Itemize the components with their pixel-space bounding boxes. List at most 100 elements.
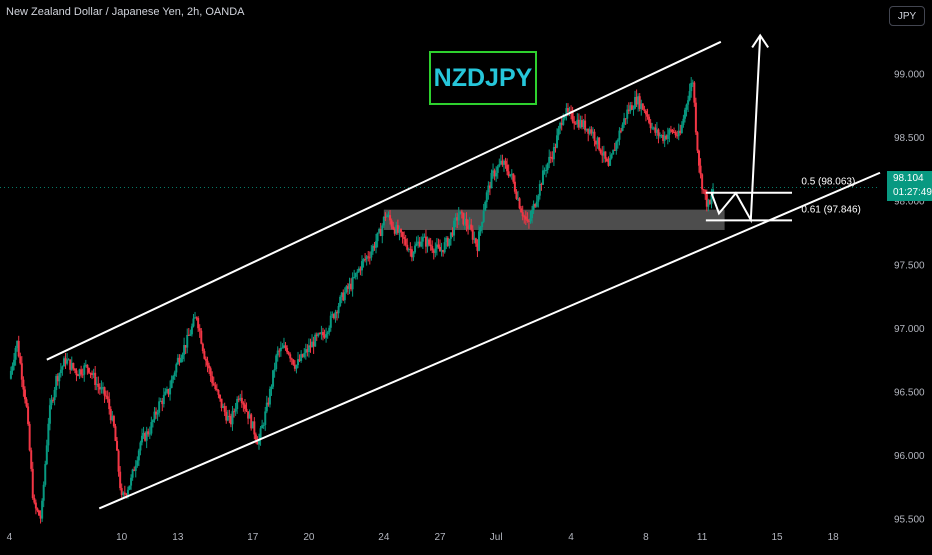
candle-body: [150, 422, 153, 434]
candle-body: [513, 181, 516, 192]
candle-body: [31, 468, 34, 499]
candle-body: [175, 364, 178, 373]
candle-body: [607, 161, 610, 166]
candle-body: [208, 365, 211, 369]
candle-body: [621, 124, 624, 131]
candle-body: [211, 375, 214, 384]
candle-body: [50, 399, 53, 406]
candle-body: [398, 229, 401, 233]
candle-body: [292, 359, 295, 365]
candle-body: [119, 471, 122, 489]
candle-body: [585, 128, 588, 131]
candle-body: [300, 354, 303, 361]
candle-body: [406, 244, 409, 250]
candle-body: [659, 135, 661, 137]
candle-body: [590, 129, 593, 134]
candle-body: [509, 174, 512, 177]
candle-body: [410, 249, 413, 258]
candle-body: [376, 232, 379, 242]
candle-body: [155, 411, 158, 415]
currency-button[interactable]: JPY: [889, 6, 925, 26]
candle-body: [652, 127, 655, 129]
candle-body: [387, 215, 390, 217]
candle-body: [375, 241, 378, 248]
candle-body: [194, 317, 197, 319]
candle-body: [178, 357, 181, 363]
candle-body: [297, 359, 300, 366]
candle-body: [704, 189, 707, 195]
candle-body: [217, 389, 220, 395]
candle-body: [506, 164, 509, 172]
candle-body: [114, 426, 117, 441]
candle-body: [456, 217, 459, 221]
candle-body: [61, 366, 64, 370]
candle-body: [226, 415, 229, 421]
candle-body: [66, 359, 69, 364]
candle-body: [219, 394, 221, 399]
candle-body: [624, 118, 627, 120]
candle-body: [172, 376, 175, 380]
candle-body: [580, 120, 583, 127]
candle-body: [162, 394, 165, 405]
candle-body: [696, 132, 699, 151]
candle-body: [307, 345, 310, 353]
candle-body: [676, 135, 679, 137]
candle-body: [370, 251, 373, 258]
candle-body: [498, 164, 501, 167]
candle-body: [253, 421, 256, 435]
candle-body: [275, 355, 278, 370]
candle-body: [67, 359, 70, 361]
candle-body: [112, 416, 115, 427]
candle-body: [462, 212, 465, 225]
candle-body: [334, 311, 337, 319]
candle-body: [439, 247, 441, 252]
candle-body: [192, 318, 195, 327]
candle-body: [549, 156, 552, 158]
candle-body: [646, 114, 649, 117]
candle-body: [78, 369, 81, 376]
candle-body: [312, 341, 315, 347]
candle-body: [576, 119, 579, 125]
candle-body: [77, 375, 80, 377]
candle-body: [634, 97, 637, 109]
candle-body: [281, 347, 284, 349]
candle-body: [279, 347, 282, 352]
candle-body: [340, 292, 343, 297]
candle-body: [362, 259, 365, 262]
candle-body: [183, 345, 186, 355]
candle-body: [17, 340, 20, 357]
candle-body: [176, 357, 179, 365]
candle-body: [412, 252, 415, 258]
candle-body: [289, 354, 292, 359]
candle-body: [83, 365, 86, 375]
candle-body: [599, 149, 602, 154]
candle-body: [225, 411, 228, 421]
candle-body: [637, 96, 640, 105]
candle-body: [144, 433, 147, 441]
candle-body: [552, 147, 555, 160]
candle-body: [350, 283, 353, 290]
candle-body: [293, 364, 296, 369]
candle-body: [321, 332, 324, 336]
candle-body: [627, 109, 630, 112]
candle-body: [64, 358, 67, 364]
candle-body: [276, 350, 279, 356]
candle-body: [14, 347, 17, 360]
candle-body: [541, 170, 544, 185]
candle-body: [635, 97, 638, 105]
candle-body: [247, 411, 250, 419]
candle-body: [47, 423, 50, 446]
candle-body: [490, 172, 493, 189]
candle-body: [353, 276, 356, 278]
projection-arrowhead: [751, 33, 770, 48]
candle-body: [167, 389, 170, 395]
candle-body: [190, 326, 193, 335]
candle-body: [203, 351, 206, 359]
candle-body: [613, 149, 616, 151]
candle-body: [445, 237, 448, 243]
candle-body: [309, 345, 312, 348]
candle-body: [159, 400, 162, 402]
candle-body: [479, 227, 482, 232]
